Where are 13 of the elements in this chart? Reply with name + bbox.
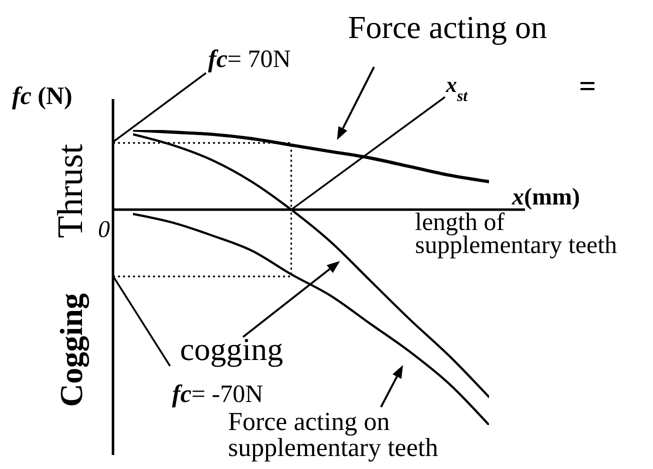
text: = [579,70,596,103]
text: x$_{st}$ [445,72,468,104]
text: fc= 70N [208,46,291,73]
annotation: fc= -70N [172,381,264,408]
text: 0 [98,217,110,243]
annotation: length of supplementary teeth [415,209,618,259]
annotation: cogging [180,331,284,367]
x-axis-title: x(mm) [511,184,580,211]
text: Force acting on [348,9,548,45]
text: Cogging [53,293,90,407]
y-axis-title: fc (N) [12,83,72,110]
annotation: Force acting on supplementary teeth [228,407,438,462]
text: Thrust [50,144,90,238]
